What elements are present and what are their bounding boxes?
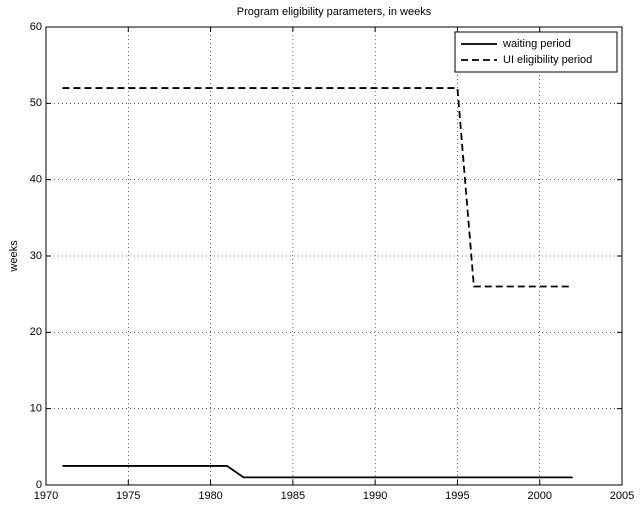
- y-tick-label: 30: [30, 250, 42, 262]
- plot-frame: [45, 26, 623, 486]
- x-tick-label: 2000: [527, 490, 551, 502]
- legend-label: waiting period: [502, 38, 571, 50]
- data-line: [62, 465, 573, 479]
- y-axis-label: weeks: [8, 240, 20, 273]
- y-tick-label: 50: [30, 97, 42, 109]
- y-tick-label: 40: [30, 174, 42, 186]
- x-tick-label: 2005: [610, 490, 634, 502]
- x-tick-label: 1990: [363, 490, 387, 502]
- legend-box: [454, 31, 618, 73]
- x-tick-label: 1985: [281, 490, 305, 502]
- x-tick-label: 1970: [34, 490, 58, 502]
- y-tick-label: 0: [36, 479, 42, 491]
- legend-label: UI eligibility period: [503, 54, 592, 66]
- chart-title: Program eligibility parameters, in weeks: [237, 6, 432, 18]
- x-tick-label: 1975: [116, 490, 140, 502]
- y-tick-label: 20: [30, 326, 42, 338]
- x-tick-label: 1980: [198, 490, 222, 502]
- y-tick-label: 60: [30, 21, 42, 33]
- x-tick-label: 1995: [445, 490, 469, 502]
- data-line: [62, 87, 573, 288]
- y-tick-label: 10: [30, 403, 42, 415]
